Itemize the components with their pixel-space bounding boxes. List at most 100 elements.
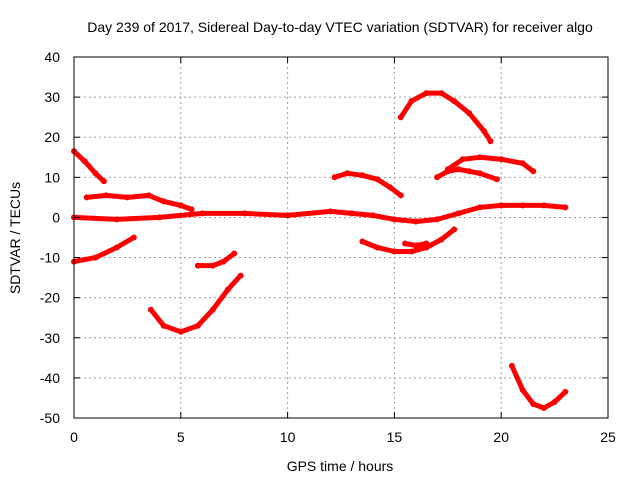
data-point [177, 202, 184, 209]
data-point [359, 172, 366, 179]
data-point [487, 138, 494, 145]
data-point [444, 166, 451, 173]
x-tick-label: 10 [280, 429, 296, 445]
data-point [562, 204, 569, 211]
data-point [519, 160, 526, 167]
data-point [530, 401, 537, 407]
data-point [459, 156, 466, 163]
data-point [387, 184, 394, 191]
data-series-group [71, 90, 569, 411]
series-line [195, 251, 237, 269]
data-point [412, 242, 419, 249]
data-point [508, 362, 515, 369]
data-point [434, 174, 441, 181]
x-axis-title: GPS time / hours [287, 458, 394, 474]
x-tick-label: 15 [387, 429, 403, 445]
data-point [199, 210, 206, 217]
data-point [237, 272, 244, 279]
data-point [551, 399, 558, 405]
data-point [83, 194, 90, 201]
data-point [113, 216, 120, 223]
data-point [331, 174, 338, 181]
data-point [220, 258, 227, 265]
data-point [451, 226, 458, 233]
data-point [476, 204, 483, 211]
series-line [71, 202, 568, 224]
series-arc-6 [331, 170, 404, 199]
series-line [71, 148, 107, 184]
data-point [391, 216, 398, 223]
data-point [113, 244, 120, 251]
data-point [493, 176, 500, 183]
data-point [498, 156, 505, 163]
data-point [374, 176, 381, 183]
data-point [359, 238, 366, 245]
data-point [434, 216, 441, 223]
data-point [348, 210, 355, 217]
data-point [231, 250, 238, 257]
series-arc-11 [444, 154, 537, 175]
data-point [241, 210, 248, 217]
data-point [160, 198, 167, 205]
data-point [481, 128, 488, 135]
data-point [145, 192, 152, 199]
y-tick-label: 0 [52, 209, 60, 225]
grid-lines [74, 57, 608, 418]
data-point [160, 322, 167, 329]
chart-title: Day 239 of 2017, Sidereal Day-to-day VTE… [87, 19, 593, 35]
data-point [130, 234, 137, 241]
data-point [284, 212, 291, 219]
data-point [92, 254, 99, 261]
data-point [408, 248, 415, 255]
data-point [540, 405, 547, 411]
series-arc-5 [194, 250, 238, 269]
x-tick-label: 0 [70, 429, 78, 445]
data-point [412, 218, 419, 225]
data-point [370, 212, 376, 219]
data-point [188, 206, 195, 213]
data-point [81, 158, 88, 165]
data-point [540, 202, 547, 209]
data-point [455, 166, 462, 173]
data-point [530, 168, 537, 175]
data-point [100, 178, 107, 185]
data-point [408, 98, 415, 105]
data-point [476, 170, 483, 177]
data-point [194, 262, 201, 269]
data-point [147, 306, 154, 313]
y-tick-label: 10 [44, 169, 60, 185]
data-point [224, 286, 231, 293]
series-arc-1 [71, 148, 107, 185]
data-point [423, 240, 430, 247]
x-tick-label: 20 [493, 429, 509, 445]
data-point [476, 154, 483, 161]
data-point [438, 90, 445, 97]
data-point [391, 248, 398, 255]
data-point [397, 192, 404, 199]
data-point [156, 214, 163, 221]
data-point [451, 98, 458, 105]
data-point [466, 110, 473, 117]
data-point [466, 168, 473, 175]
series-arc-8 [402, 240, 430, 249]
y-tick-label: -10 [40, 250, 60, 266]
data-point [209, 262, 216, 269]
data-point [498, 202, 505, 209]
axis-tick-labels: 0 5 10 15 20 25 -50 -40 -30 -20 -10 0 10 20 30 40 [40, 49, 616, 445]
x-tick-label: 5 [177, 429, 185, 445]
data-point [177, 328, 184, 335]
axis-ticks [73, 56, 609, 419]
data-point [344, 170, 351, 177]
series-arc-4 [147, 272, 244, 335]
data-point [562, 388, 569, 395]
series-arc-12 [508, 362, 569, 411]
series-arc-2 [83, 192, 195, 213]
data-point [374, 244, 381, 251]
data-point [327, 208, 334, 215]
y-axis-title: SDTVAR / TECUs [7, 182, 23, 294]
data-point [103, 192, 109, 199]
y-tick-label: -40 [40, 370, 60, 386]
